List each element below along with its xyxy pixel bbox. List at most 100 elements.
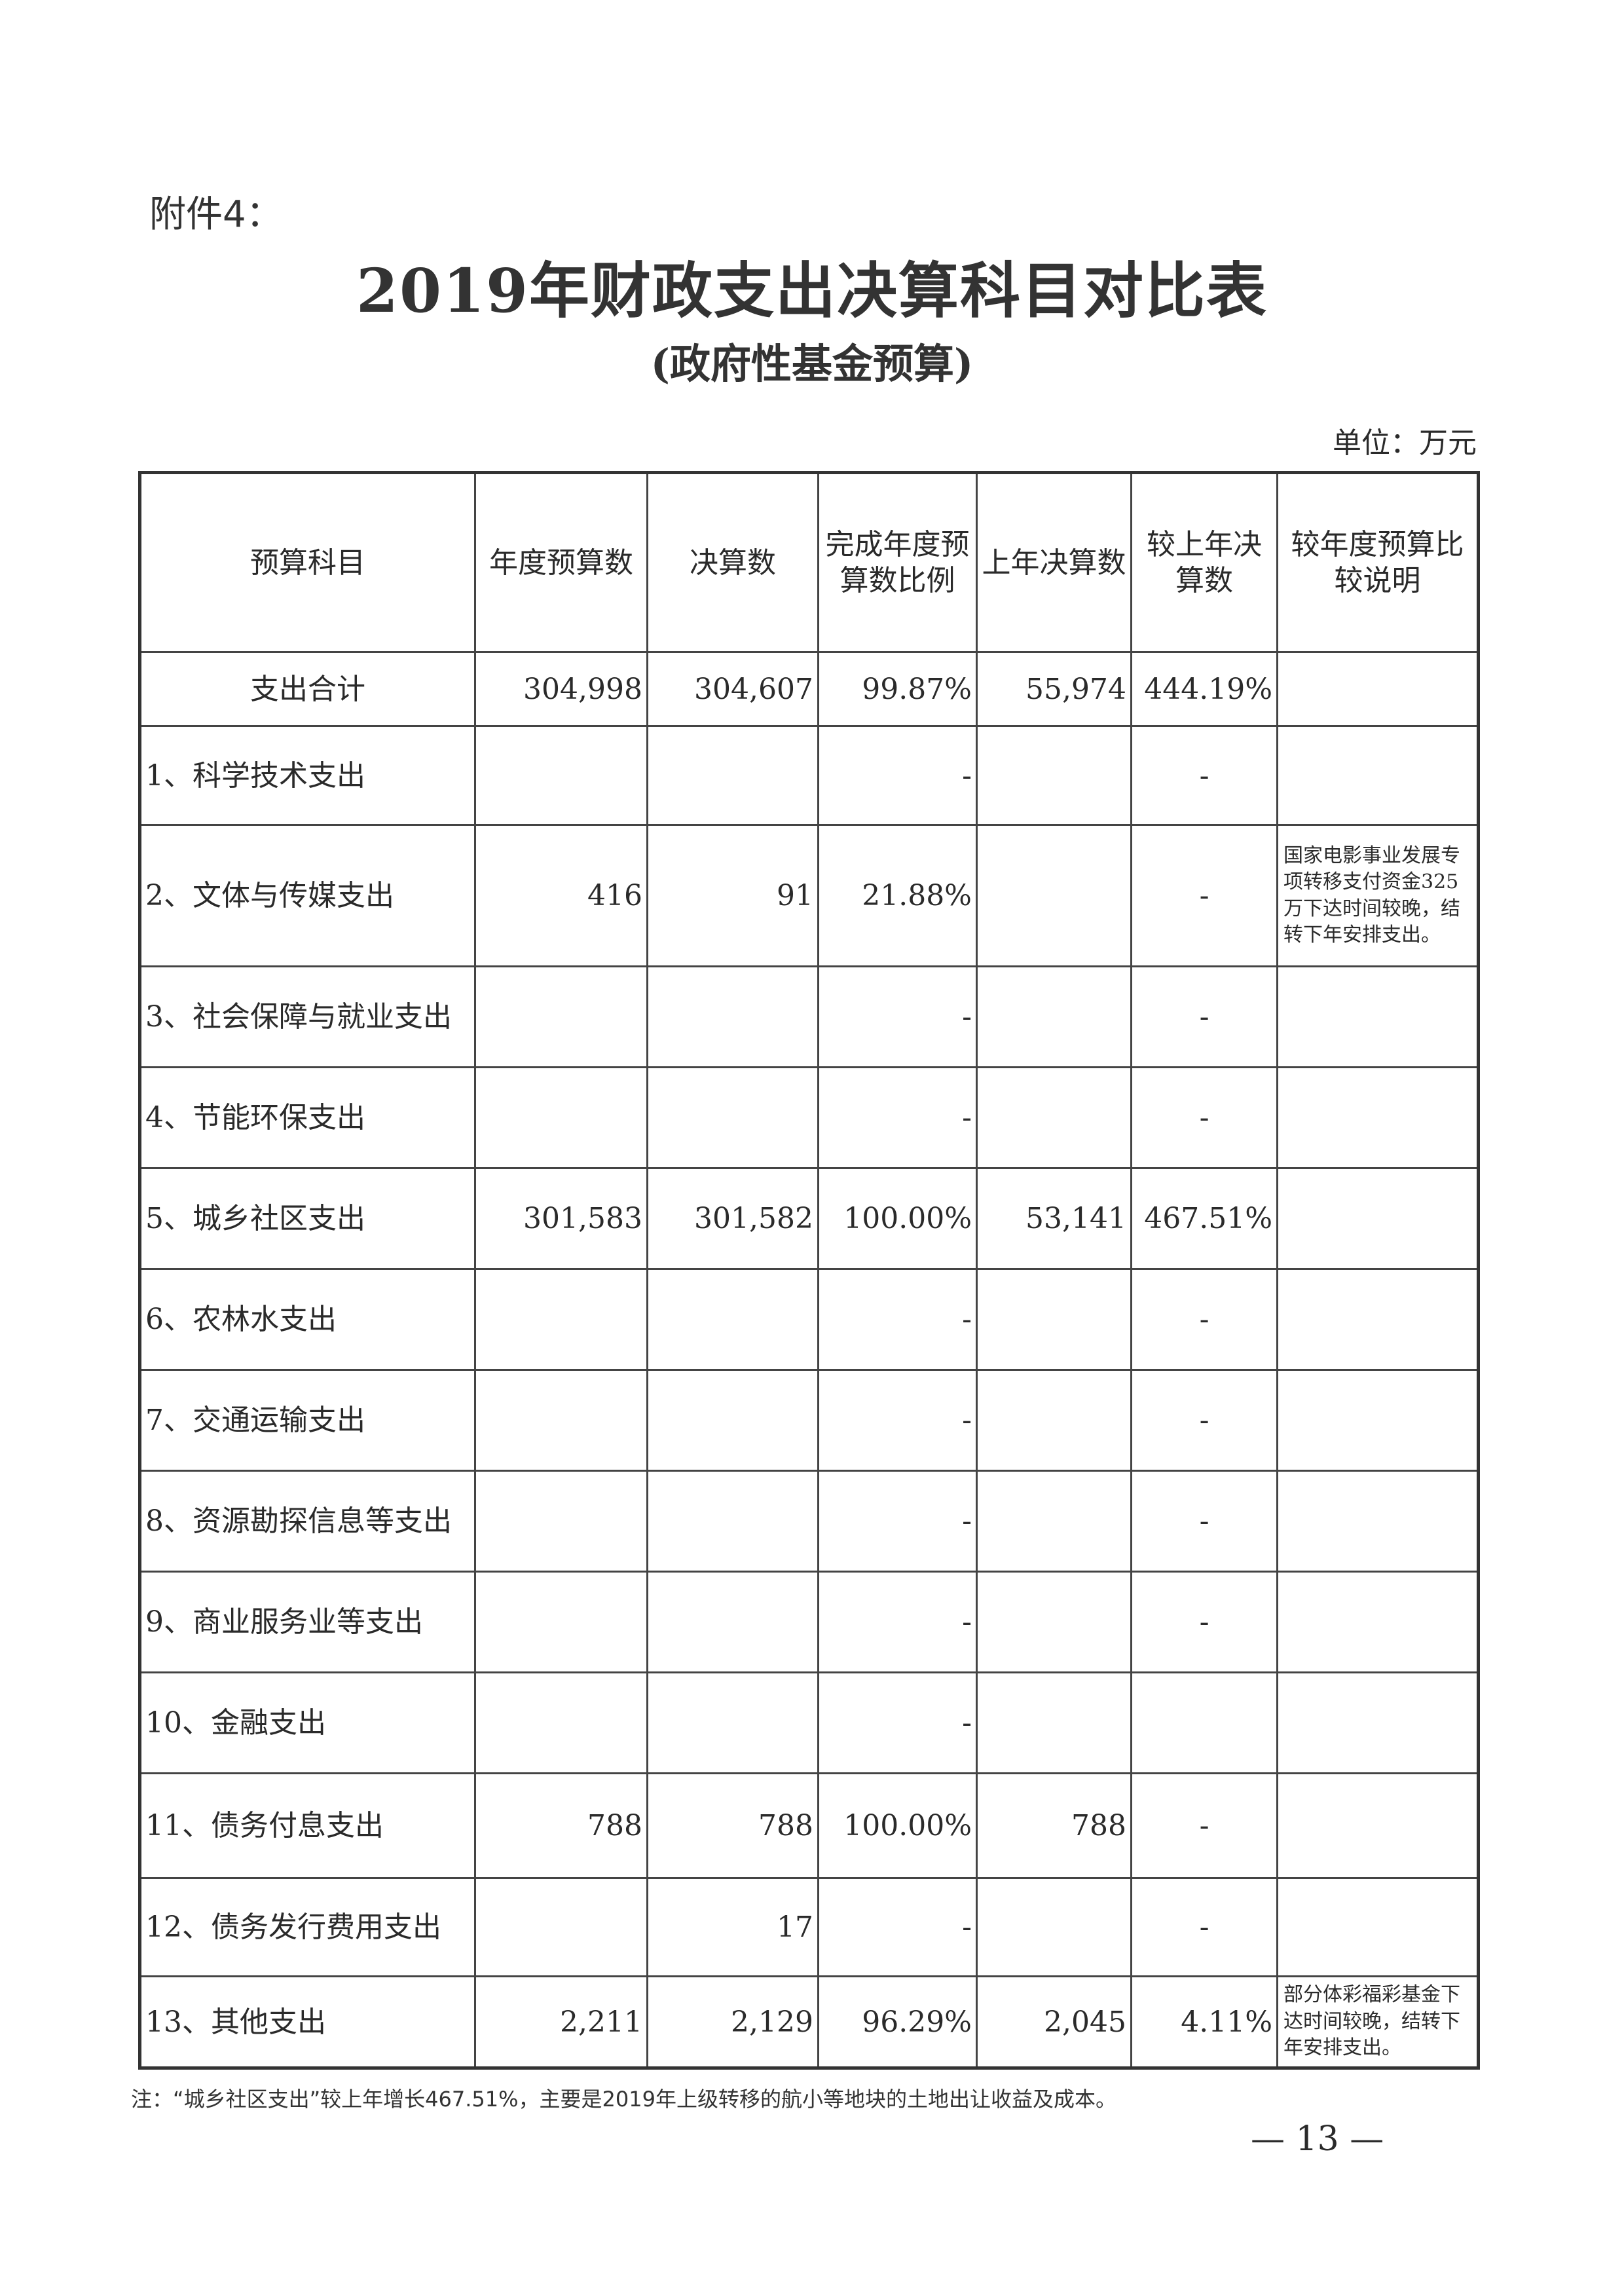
cell-ratio: - — [817, 1877, 978, 1977]
cell-final — [646, 725, 819, 826]
cell-budget — [474, 1369, 648, 1472]
unit-label: 单位：万元 — [1333, 426, 1477, 460]
cell-item: 9、商业服务业等支出 — [139, 1571, 476, 1673]
cell-yoy: 444.19% — [1130, 651, 1278, 727]
cell-budget: 788 — [474, 1772, 648, 1879]
cell-budget: 301,583 — [474, 1167, 648, 1270]
cell-note — [1276, 1268, 1479, 1371]
cell-final: 2,129 — [646, 1975, 819, 2069]
attachment-label: 附件4： — [149, 193, 283, 236]
table-row: 5、城乡社区支出 301,583 301,582 100.00% 53,141 467.5… — [139, 1167, 1479, 1270]
cell-yoy: - — [1130, 1571, 1278, 1673]
cell-item: 12、债务发行费用支出 — [139, 1877, 476, 1977]
cell-note — [1276, 1772, 1479, 1879]
table-row: 1、科学技术支出 - - — [139, 725, 1479, 826]
cell-budget: 304,998 — [474, 651, 648, 727]
cell-last — [976, 824, 1132, 967]
table-row: 10、金融支出 - — [139, 1671, 1479, 1774]
cell-last — [976, 1470, 1132, 1573]
cell-note — [1276, 651, 1479, 727]
cell-yoy: - — [1130, 1369, 1278, 1472]
cell-yoy: - — [1130, 1470, 1278, 1573]
cell-item: 5、城乡社区支出 — [139, 1167, 476, 1270]
cell-last: 2,045 — [976, 1975, 1132, 2069]
cell-budget — [474, 965, 648, 1068]
cell-item: 2、文体与传媒支出 — [139, 824, 476, 967]
cell-final: 91 — [646, 824, 819, 967]
cell-yoy: - — [1130, 1877, 1278, 1977]
cell-note — [1276, 725, 1479, 826]
cell-item: 6、农林水支出 — [139, 1268, 476, 1371]
cell-ratio: 100.00% — [817, 1772, 978, 1879]
cell-item: 11、债务付息支出 — [139, 1772, 476, 1879]
column-header: 上年决算数 — [976, 472, 1132, 653]
cell-budget — [474, 1066, 648, 1169]
page-subtitle: (政府性基金预算) — [650, 340, 974, 388]
cell-last — [976, 1671, 1132, 1774]
cell-last: 788 — [976, 1772, 1132, 1879]
cell-final — [646, 1066, 819, 1169]
cell-final — [646, 1671, 819, 1774]
cell-budget — [474, 725, 648, 826]
cell-final — [646, 1369, 819, 1472]
cell-ratio: - — [817, 1571, 978, 1673]
cell-final — [646, 1470, 819, 1573]
table-row: 4、节能环保支出 - - — [139, 1066, 1479, 1169]
cell-budget — [474, 1470, 648, 1573]
cell-ratio: - — [817, 1671, 978, 1774]
total-row: 支出合计 304,998 304,607 99.87% 55,974 444.19% — [139, 651, 1479, 727]
table-row: 7、交通运输支出 - - — [139, 1369, 1479, 1472]
cell-note — [1276, 1877, 1479, 1977]
table-row: 12、债务发行费用支出 17- - — [139, 1877, 1479, 1977]
cell-item: 4、节能环保支出 — [139, 1066, 476, 1169]
cell-last — [976, 1369, 1132, 1472]
cell-note: 国家电影事业发展专项转移支付资金325万下达时间较晚，结转下年安排支出。 — [1276, 824, 1479, 967]
cell-last — [976, 1066, 1132, 1169]
cell-note — [1276, 1470, 1479, 1573]
cell-budget — [474, 1877, 648, 1977]
cell-ratio: 21.88% — [817, 824, 978, 967]
cell-note — [1276, 1167, 1479, 1270]
cell-final: 301,582 — [646, 1167, 819, 1270]
header-row: 预算科目 年度预算数 决算数 完成年度预算数比例 上年决算数 较上年决算数 较年… — [139, 472, 1479, 653]
cell-final: 304,607 — [646, 651, 819, 727]
cell-yoy: - — [1130, 725, 1278, 826]
cell-budget: 416 — [474, 824, 648, 967]
cell-item: 支出合计 — [139, 651, 476, 727]
cell-last: 55,974 — [976, 651, 1132, 727]
cell-item: 10、金融支出 — [139, 1671, 476, 1774]
cell-ratio: - — [817, 965, 978, 1068]
cell-item: 13、其他支出 — [139, 1975, 476, 2069]
cell-note — [1276, 965, 1479, 1068]
cell-budget: 2,211 — [474, 1975, 648, 2069]
cell-final — [646, 965, 819, 1068]
cell-item: 8、资源勘探信息等支出 — [139, 1470, 476, 1573]
cell-yoy: - — [1130, 1066, 1278, 1169]
cell-budget — [474, 1268, 648, 1371]
cell-ratio: - — [817, 1066, 978, 1169]
cell-yoy: 467.51% — [1130, 1167, 1278, 1270]
cell-last: 53,141 — [976, 1167, 1132, 1270]
page-number: — 13 — — [1251, 2119, 1384, 2159]
cell-yoy: - — [1130, 1772, 1278, 1879]
table-row: 9、商业服务业等支出 - - — [139, 1571, 1479, 1673]
comparison-table: 预算科目 年度预算数 决算数 完成年度预算数比例 上年决算数 较上年决算数 较年… — [138, 471, 1480, 2070]
column-header: 完成年度预算数比例 — [817, 472, 978, 653]
cell-final: 17 — [646, 1877, 819, 1977]
cell-ratio: 99.87% — [817, 651, 978, 727]
cell-yoy: 4.11% — [1130, 1975, 1278, 2069]
footnote: 注：“城乡社区支出”较上年增长467.51%，主要是2019年上级转移的航小等地… — [131, 2087, 1116, 2112]
table-row: 2、文体与传媒支出 416 91 21.88% - 国家电影事业发展专项转移支付资金325… — [139, 824, 1479, 967]
table-row: 8、资源勘探信息等支出 - - — [139, 1470, 1479, 1573]
cell-final — [646, 1571, 819, 1673]
cell-note — [1276, 1671, 1479, 1774]
cell-item: 3、社会保障与就业支出 — [139, 965, 476, 1068]
cell-ratio: - — [817, 1470, 978, 1573]
table-row: 3、社会保障与就业支出 - - — [139, 965, 1479, 1068]
page-title: 2019年财政支出决算科目对比表 — [356, 255, 1268, 326]
cell-item: 1、科学技术支出 — [139, 725, 476, 826]
cell-ratio: - — [817, 1268, 978, 1371]
cell-ratio: - — [817, 725, 978, 826]
cell-yoy: - — [1130, 965, 1278, 1068]
cell-final: 788 — [646, 1772, 819, 1879]
